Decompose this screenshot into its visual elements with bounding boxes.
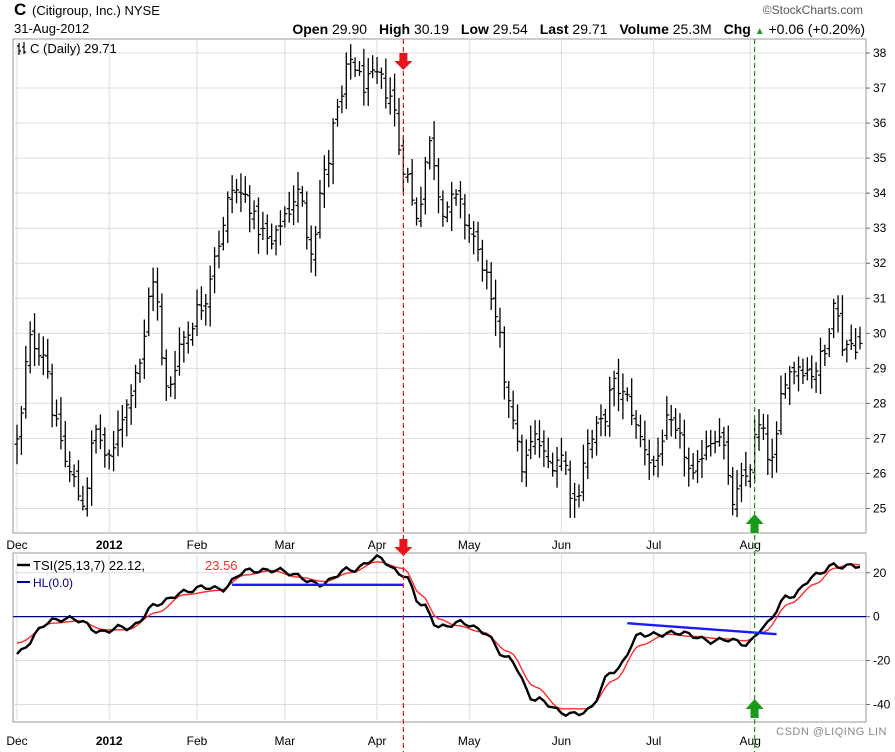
ohlc-bars: [14, 44, 863, 518]
volume-label: Volume: [619, 21, 669, 37]
price-y-tick-label: 27: [873, 431, 887, 445]
tsi-x-tick-label: Aug: [740, 734, 761, 748]
open-value: 29.90: [332, 21, 368, 37]
open-label: Open: [292, 21, 329, 37]
price-y-tick-label: 36: [873, 116, 887, 130]
price-y-tick-label: 35: [873, 151, 887, 165]
price-x-tick-label: 2012: [96, 538, 123, 552]
buy-arrow-icon: [745, 699, 764, 718]
candle-bars-icon: [17, 42, 26, 55]
tsi-y-tick-label: -40: [873, 697, 891, 711]
company-name: (Citigroup, Inc.) NYSE: [32, 3, 160, 18]
hl-legend-label: HL(0.0): [33, 576, 73, 590]
tsi-y-tick-label: -20: [873, 654, 891, 668]
low-value: 29.54: [492, 21, 528, 37]
tsi-line: [16, 553, 861, 718]
price-y-tick-label: 25: [873, 501, 887, 515]
price-y-tick-label: 33: [873, 221, 887, 235]
ticker-symbol: C: [14, 0, 27, 19]
price-x-tick-label: Apr: [368, 538, 387, 552]
tsi-y-tick-label: 20: [873, 566, 887, 580]
high-value: 30.19: [413, 21, 449, 37]
price-panel-frame: [12, 38, 867, 534]
price-y-tick-label: 31: [873, 291, 887, 305]
tsi-x-tick-label: Dec: [6, 734, 27, 748]
price-y-tick-label: 34: [873, 186, 887, 200]
tsi-panel-frame: [12, 552, 867, 723]
tsi-legend-label: TSI(25,13,7) 22.12,: [33, 558, 145, 573]
last-label: Last: [539, 21, 569, 37]
tsi-signal-legend-label: 23.56: [205, 558, 238, 573]
price-x-tick-label: Dec: [6, 538, 27, 552]
price-legend: C (Daily) 29.71: [30, 41, 117, 56]
price-y-tick-label: 26: [873, 466, 887, 480]
chart-date: 31-Aug-2012: [14, 21, 90, 36]
chg-label: Chg: [723, 21, 751, 37]
sell-arrow-icon: [394, 539, 413, 556]
chg-arrow-icon: ▲: [754, 26, 765, 37]
price-x-tick-label: Feb: [187, 538, 208, 552]
watermark: CSDN @LIQING LIN: [776, 726, 887, 738]
low-label: Low: [460, 21, 489, 37]
price-y-tick-label: 37: [873, 81, 887, 95]
tsi-x-tick-label: Jul: [646, 734, 661, 748]
sell-arrow-icon: [394, 53, 413, 70]
brand-label: ©StockCharts.com: [762, 3, 863, 17]
price-x-tick-label: Jul: [646, 538, 661, 552]
price-x-tick-label: Aug: [740, 538, 761, 552]
quote-summary: Open 29.90 High 30.19 Low 29.54 Last 29.…: [292, 21, 865, 37]
last-value: 29.71: [572, 21, 608, 37]
volume-value: 25.3M: [672, 21, 712, 37]
price-y-tick-label: 38: [873, 46, 887, 60]
tsi-x-tick-label: Mar: [274, 734, 295, 748]
tsi-x-tick-label: 2012: [96, 734, 123, 748]
tsi-x-tick-label: Apr: [368, 734, 387, 748]
tsi-y-tick-label: 0: [873, 610, 880, 624]
price-x-tick-label: Jun: [552, 538, 571, 552]
tsi-x-tick-label: May: [458, 734, 481, 748]
tsi-x-tick-label: Feb: [187, 734, 208, 748]
price-x-tick-label: May: [458, 538, 481, 552]
tsi-x-tick-label: Jun: [552, 734, 571, 748]
buy-arrow-icon: [745, 514, 764, 533]
price-y-tick-label: 32: [873, 256, 887, 270]
price-y-tick-label: 30: [873, 326, 887, 340]
price-y-tick-label: 28: [873, 396, 887, 410]
tsi-trend-line: [627, 622, 777, 636]
chg-value: +0.06 (+0.20%): [768, 21, 865, 37]
high-label: High: [378, 21, 411, 37]
price-y-tick-label: 29: [873, 361, 887, 375]
price-x-tick-label: Mar: [274, 538, 295, 552]
